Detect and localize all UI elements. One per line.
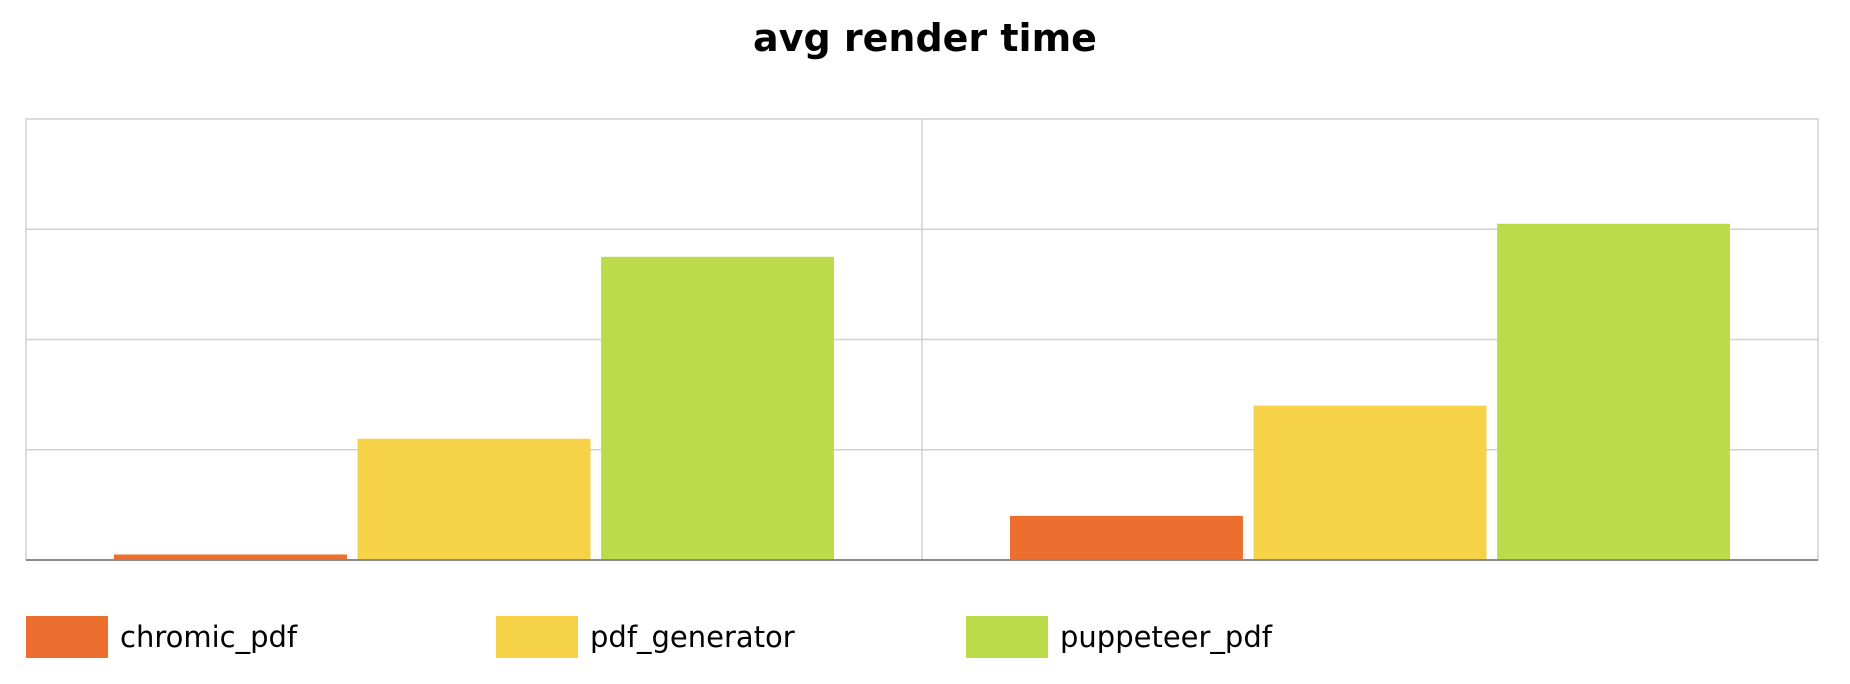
legend-item-puppeteer-pdf: puppeteer_pdf xyxy=(966,615,1272,659)
bar-chart xyxy=(25,118,1819,561)
legend-swatch xyxy=(496,616,578,658)
legend-label: pdf_generator xyxy=(590,620,795,654)
bar-pdf-generator xyxy=(357,438,591,560)
chart-title: avg render time xyxy=(753,16,1097,60)
bar-pdf-generator xyxy=(1253,405,1487,560)
bar-puppeteer-pdf xyxy=(601,256,835,560)
legend-label: puppeteer_pdf xyxy=(1060,620,1272,654)
legend-label: chromic_pdf xyxy=(120,620,298,654)
legend-item-chromic-pdf: chromic_pdf xyxy=(26,615,297,659)
legend-item-pdf-generator: pdf_generator xyxy=(496,615,795,659)
legend-swatch xyxy=(966,616,1048,658)
bar-puppeteer-pdf xyxy=(1497,223,1731,561)
bar-chromic-pdf xyxy=(1009,515,1243,560)
bars xyxy=(113,223,1731,561)
legend-swatch xyxy=(26,616,108,658)
bar-chromic-pdf xyxy=(113,554,347,560)
